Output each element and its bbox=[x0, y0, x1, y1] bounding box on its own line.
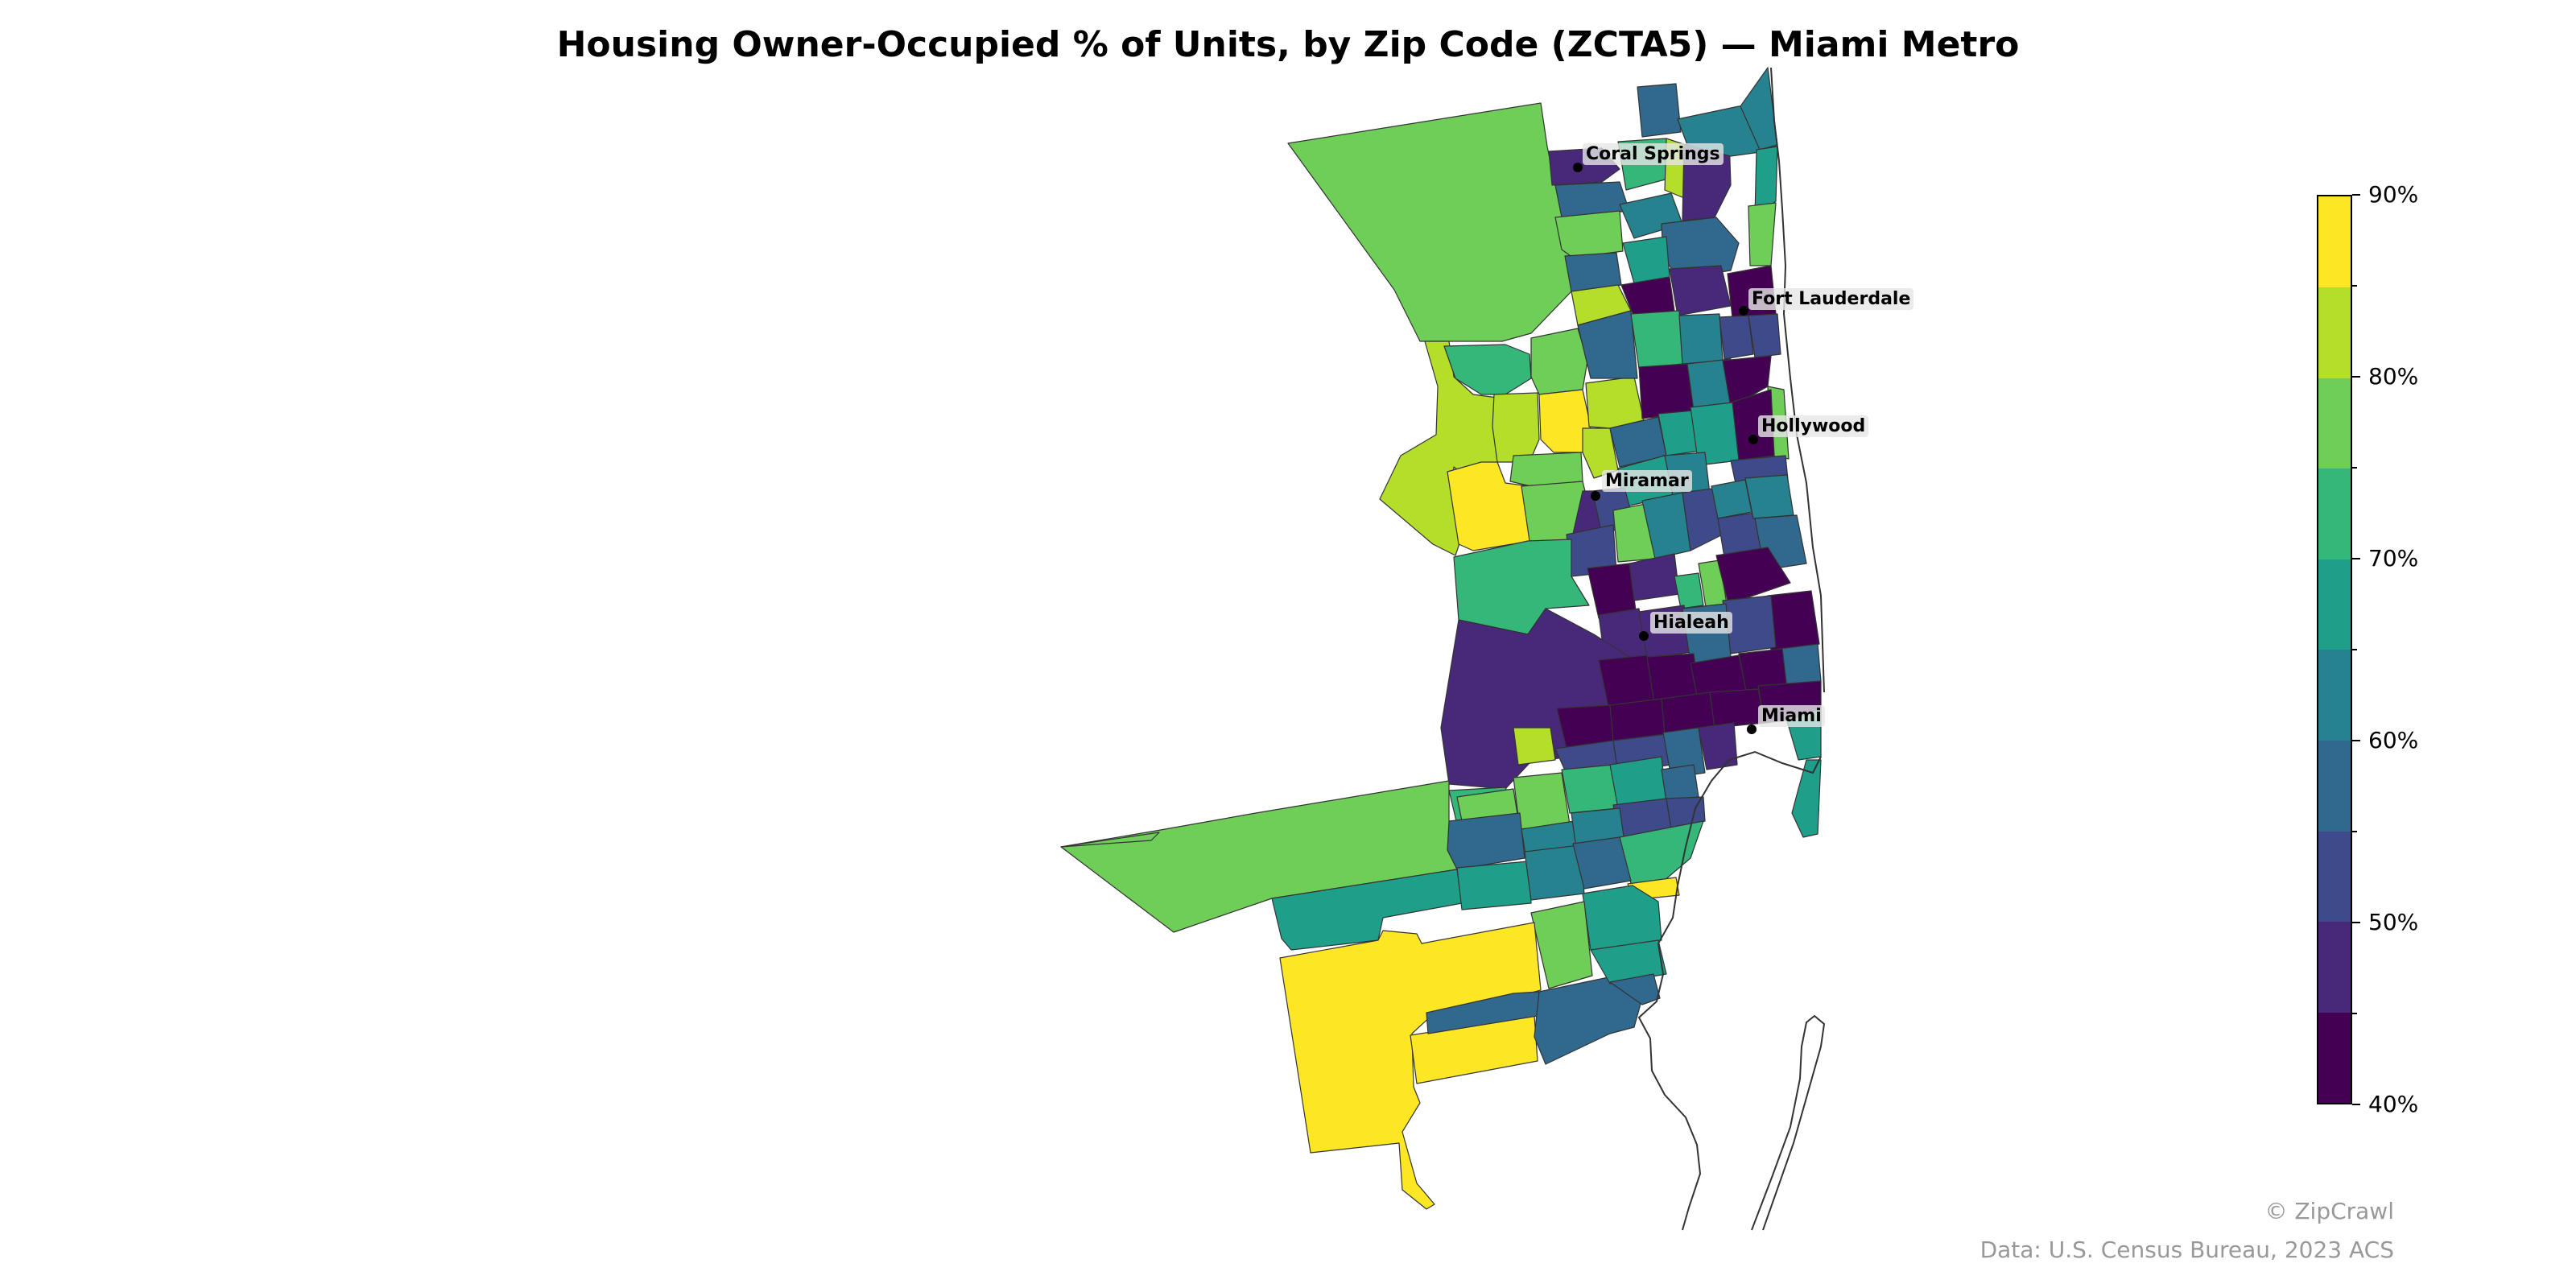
city-label-miami: Miami bbox=[1758, 705, 1825, 727]
zip-region bbox=[1629, 553, 1680, 601]
city-dot-fort-lauderdale bbox=[1739, 306, 1748, 316]
zip-region bbox=[1754, 146, 1778, 217]
zip-region bbox=[1748, 202, 1777, 266]
city-dot-miami bbox=[1747, 724, 1757, 734]
zip-region bbox=[1287, 102, 1572, 342]
colorbar-tick-label: 70% bbox=[2368, 545, 2419, 572]
zip-region bbox=[1453, 539, 1590, 635]
zip-region bbox=[1630, 310, 1683, 369]
zip-region bbox=[1674, 572, 1704, 609]
colorbar-tick bbox=[2352, 740, 2360, 741]
coastline-north bbox=[1770, 67, 1825, 693]
coastline bbox=[1637, 750, 1822, 1231]
zip-region bbox=[1678, 313, 1724, 365]
colorbar-segment bbox=[2318, 196, 2351, 288]
zip-region bbox=[1572, 836, 1632, 890]
colorbar-minor-tick bbox=[2352, 831, 2357, 832]
zip-region bbox=[1561, 764, 1619, 814]
zip-region bbox=[1748, 313, 1781, 358]
zip-region bbox=[1709, 688, 1765, 729]
zip-region bbox=[1554, 210, 1624, 258]
colorbar-tick-label: 60% bbox=[2368, 727, 2419, 753]
zip-region bbox=[1609, 973, 1661, 1005]
colorbar-tick bbox=[2352, 194, 2360, 196]
colorbar-segment bbox=[2318, 650, 2351, 741]
colorbar-tick bbox=[2352, 376, 2360, 378]
zip-region bbox=[1577, 310, 1638, 379]
colorbar-segment bbox=[2318, 921, 2351, 1013]
colorbar-segment bbox=[2318, 740, 2351, 832]
zip-region bbox=[1669, 265, 1732, 316]
zip-region bbox=[1661, 764, 1699, 803]
zip-region bbox=[1513, 727, 1556, 766]
colorbar-segment bbox=[2318, 468, 2351, 559]
page-title: Housing Owner-Occupied % of Units, by Zi… bbox=[556, 24, 2020, 65]
zip-region bbox=[1443, 344, 1532, 395]
zip-region bbox=[1492, 392, 1540, 463]
zip-region bbox=[1638, 363, 1695, 419]
city-label-hialeah: Hialeah bbox=[1650, 612, 1732, 634]
zip-region bbox=[1666, 796, 1706, 830]
zip-region bbox=[1530, 328, 1588, 395]
zip-region bbox=[1619, 820, 1704, 891]
colorbar-segment bbox=[2318, 378, 2351, 469]
zip-region bbox=[1637, 83, 1682, 138]
colorbar-tick-label: 80% bbox=[2368, 363, 2419, 390]
city-dot-hialeah bbox=[1639, 631, 1649, 641]
city-dot-miramar bbox=[1591, 491, 1600, 501]
zip-region bbox=[1060, 832, 1160, 848]
city-label-coral-springs: Coral Springs bbox=[1583, 143, 1724, 165]
zip-region bbox=[1715, 547, 1791, 601]
colorbar-tick-label: 40% bbox=[2368, 1091, 2419, 1117]
colorbar-segment bbox=[2318, 559, 2351, 650]
zip-region bbox=[1509, 452, 1583, 487]
zip-region bbox=[1609, 698, 1666, 741]
city-label-hollywood: Hollywood bbox=[1758, 415, 1869, 437]
colorbar-segment bbox=[2318, 287, 2351, 378]
colorbar-tick-label: 90% bbox=[2368, 181, 2419, 208]
key-biscayne bbox=[1751, 1014, 1826, 1231]
zip-region bbox=[1060, 780, 1458, 933]
city-label-fort-lauderdale: Fort Lauderdale bbox=[1748, 288, 1914, 310]
zip-region bbox=[1719, 315, 1754, 360]
zip-region bbox=[1711, 479, 1752, 519]
colorbar-minor-tick bbox=[2352, 467, 2357, 469]
colorbar bbox=[2317, 195, 2352, 1104]
colorbar-tick bbox=[2352, 558, 2360, 559]
zip-region bbox=[1662, 727, 1706, 778]
colorbar-minor-tick bbox=[2352, 649, 2357, 650]
colorbar-segment bbox=[2318, 1012, 2351, 1104]
zip-region bbox=[1513, 772, 1571, 830]
zip-region bbox=[1698, 722, 1738, 770]
colorbar-minor-tick bbox=[2352, 1013, 2357, 1014]
colorbar-tick bbox=[2352, 922, 2360, 923]
colorbar-segment bbox=[2318, 831, 2351, 923]
zip-region bbox=[1585, 376, 1645, 429]
colorbar-tick-label: 50% bbox=[2368, 909, 2419, 935]
footer-source: Data: U.S. Census Bureau, 2023 ACS bbox=[1979, 1236, 2394, 1263]
zip-region bbox=[1530, 901, 1593, 989]
zip-region bbox=[1447, 812, 1525, 870]
zip-region bbox=[1590, 939, 1667, 985]
city-dot-hollywood bbox=[1748, 435, 1758, 444]
zip-region bbox=[1622, 236, 1670, 284]
city-label-miramar: Miramar bbox=[1602, 470, 1692, 492]
zip-region bbox=[1279, 922, 1542, 1210]
colorbar-tick bbox=[2352, 1104, 2360, 1105]
zip-region bbox=[1744, 474, 1794, 519]
zip-region bbox=[1456, 861, 1532, 910]
city-dot-coral-springs bbox=[1573, 163, 1583, 172]
colorbar-minor-tick bbox=[2352, 285, 2357, 287]
zip-region bbox=[1791, 759, 1822, 838]
footer-credit: © ZipCrawl bbox=[2264, 1198, 2394, 1224]
